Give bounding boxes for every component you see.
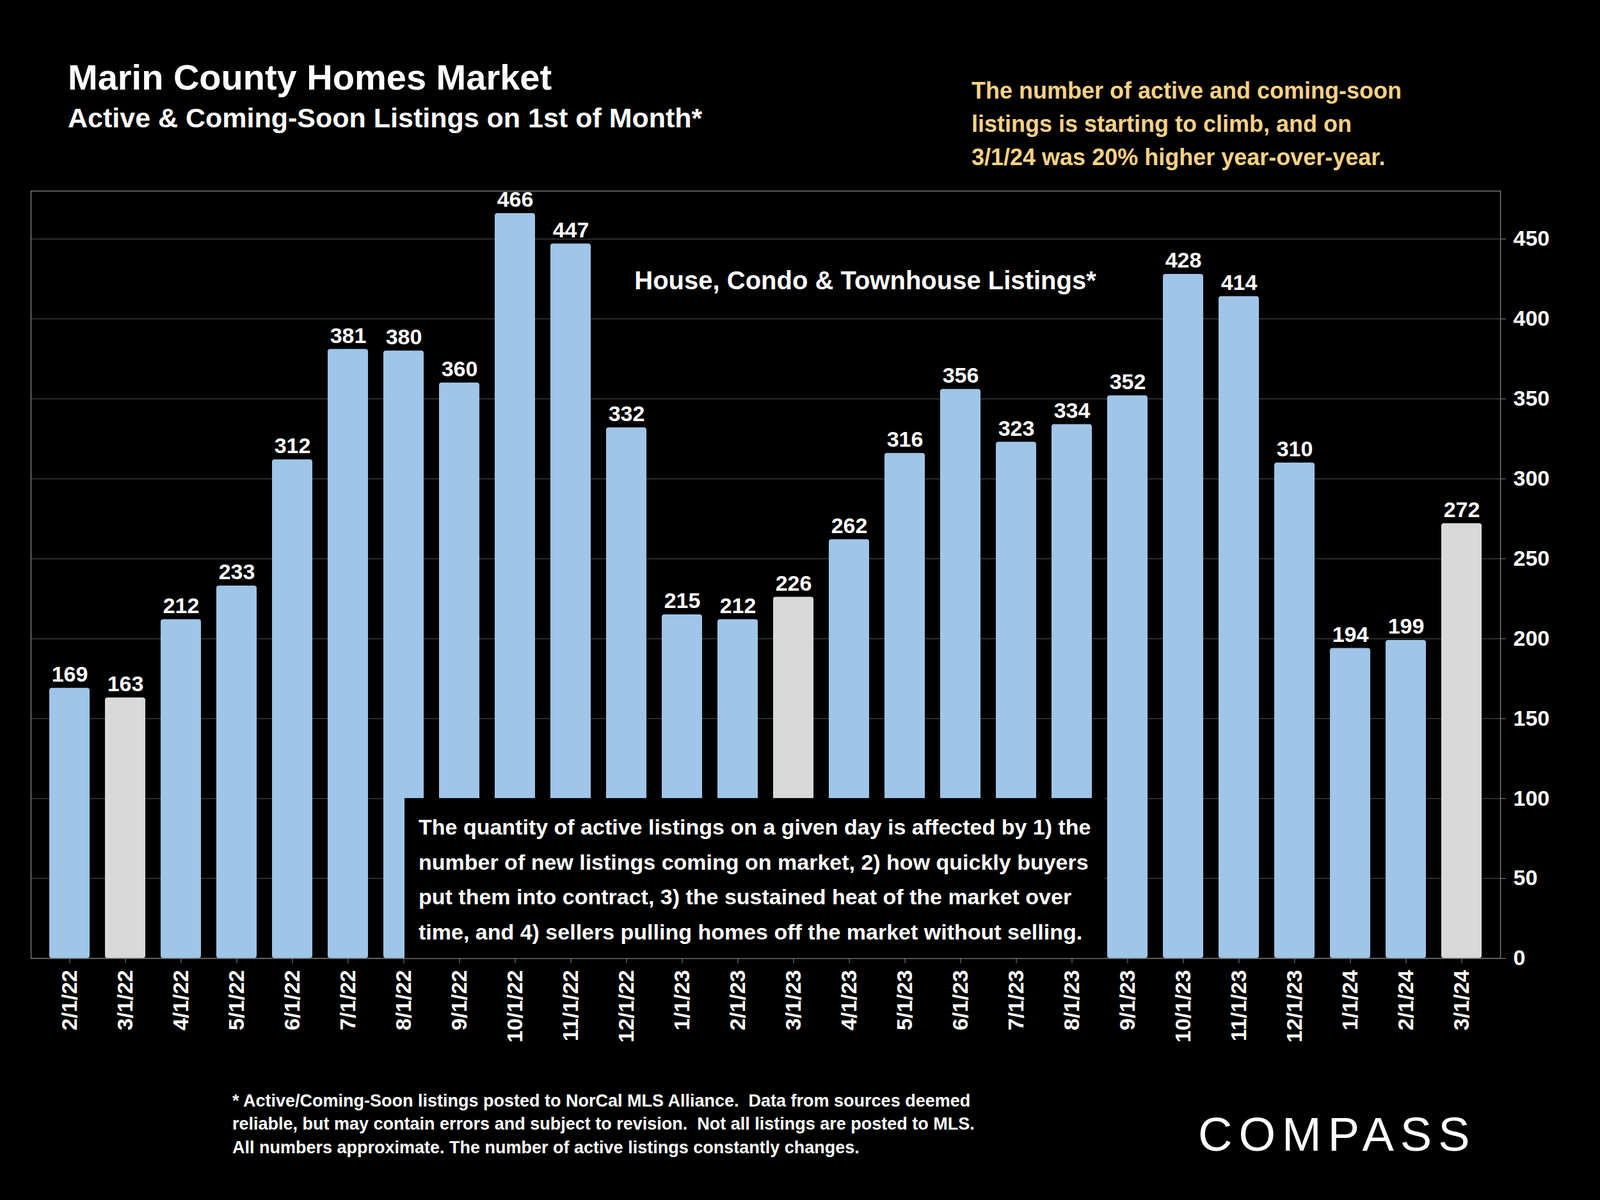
svg-text:212: 212	[163, 593, 200, 618]
svg-text:4/1/23: 4/1/23	[836, 970, 861, 1032]
svg-text:312: 312	[274, 433, 312, 458]
svg-text:262: 262	[831, 513, 868, 538]
html-text:COMPASS: COMPASS	[1198, 1107, 1477, 1161]
svg-text:350: 350	[1513, 385, 1551, 411]
svg-text:2/1/24: 2/1/24	[1393, 969, 1418, 1031]
svg-text:380: 380	[385, 324, 423, 349]
svg-text:360: 360	[441, 356, 479, 381]
svg-text:352: 352	[1109, 369, 1147, 394]
svg-text:447: 447	[552, 217, 590, 242]
html-text:House, Condo & Townhouse Listi: House, Condo & Townhouse Listings*	[634, 266, 1097, 295]
svg-text:8/1/23: 8/1/23	[1059, 970, 1084, 1032]
svg-text:2/1/22: 2/1/22	[56, 970, 82, 1032]
html-text:Marin County Homes Market: Marin County Homes Market	[67, 56, 552, 98]
svg-text:6/1/23: 6/1/23	[947, 970, 973, 1032]
svg-text:2/1/23: 2/1/23	[725, 970, 750, 1032]
svg-text:3/1/24: 3/1/24	[1448, 969, 1474, 1031]
svg-text:7/1/22: 7/1/22	[335, 970, 360, 1032]
svg-text:194: 194	[1332, 622, 1369, 647]
svg-text:310: 310	[1276, 436, 1314, 461]
svg-text:0: 0	[1513, 945, 1526, 970]
svg-text:381: 381	[330, 323, 367, 348]
svg-text:1/1/24: 1/1/24	[1337, 969, 1362, 1031]
svg-text:11/1/23: 11/1/23	[1226, 970, 1251, 1042]
svg-text:10/1/22: 10/1/22	[502, 970, 527, 1043]
svg-text:250: 250	[1513, 545, 1551, 571]
svg-text:100: 100	[1513, 785, 1551, 811]
html-text:The quantity of active listing: The quantity of active listings on a giv…	[418, 814, 1091, 944]
svg-text:316: 316	[887, 426, 924, 452]
svg-text:233: 233	[218, 559, 256, 584]
svg-text:199: 199	[1388, 613, 1425, 639]
svg-text:400: 400	[1513, 305, 1551, 331]
svg-text:428: 428	[1165, 247, 1202, 272]
svg-text:9/1/23: 9/1/23	[1114, 970, 1140, 1032]
svg-text:212: 212	[720, 593, 757, 618]
svg-text:150: 150	[1513, 705, 1551, 731]
svg-text:12/1/23: 12/1/23	[1281, 970, 1307, 1043]
svg-text:1/1/23: 1/1/23	[669, 970, 694, 1032]
svg-text:3/1/23: 3/1/23	[780, 970, 806, 1032]
svg-text:334: 334	[1054, 398, 1091, 423]
svg-text:6/1/22: 6/1/22	[279, 970, 304, 1032]
svg-text:12/1/22: 12/1/22	[613, 970, 639, 1043]
svg-text:356: 356	[942, 362, 980, 388]
svg-text:5/1/23: 5/1/23	[892, 970, 917, 1032]
svg-text:11/1/22: 11/1/22	[558, 970, 583, 1042]
svg-text:450: 450	[1513, 225, 1551, 251]
svg-text:169: 169	[51, 661, 89, 687]
svg-text:226: 226	[775, 570, 813, 596]
svg-text:272: 272	[1443, 497, 1481, 522]
svg-text:163: 163	[107, 671, 144, 696]
svg-text:9/1/22: 9/1/22	[446, 970, 472, 1032]
svg-text:300: 300	[1513, 465, 1551, 491]
svg-text:3/1/22: 3/1/22	[112, 970, 137, 1032]
html-text:* Active/Coming-Soon listings: * Active/Coming-Soon listings posted to …	[232, 1091, 975, 1158]
html-text:The number of active and comin: The number of active and coming-soon lis…	[971, 77, 1402, 171]
svg-text:200: 200	[1513, 625, 1551, 651]
svg-text:5/1/22: 5/1/22	[224, 970, 249, 1032]
svg-text:50: 50	[1513, 865, 1538, 890]
svg-text:4/1/22: 4/1/22	[168, 970, 193, 1032]
svg-text:7/1/23: 7/1/23	[1003, 970, 1028, 1032]
svg-text:466: 466	[497, 187, 534, 212]
svg-text:323: 323	[998, 416, 1035, 441]
svg-text:10/1/23: 10/1/23	[1170, 970, 1195, 1043]
html-text:Active & Coming-Soon Listings: Active & Coming-Soon Listings on 1st of …	[67, 102, 703, 134]
svg-text:215: 215	[664, 588, 701, 613]
svg-text:414: 414	[1221, 270, 1258, 295]
svg-text:332: 332	[608, 401, 646, 426]
svg-text:8/1/22: 8/1/22	[391, 970, 416, 1032]
